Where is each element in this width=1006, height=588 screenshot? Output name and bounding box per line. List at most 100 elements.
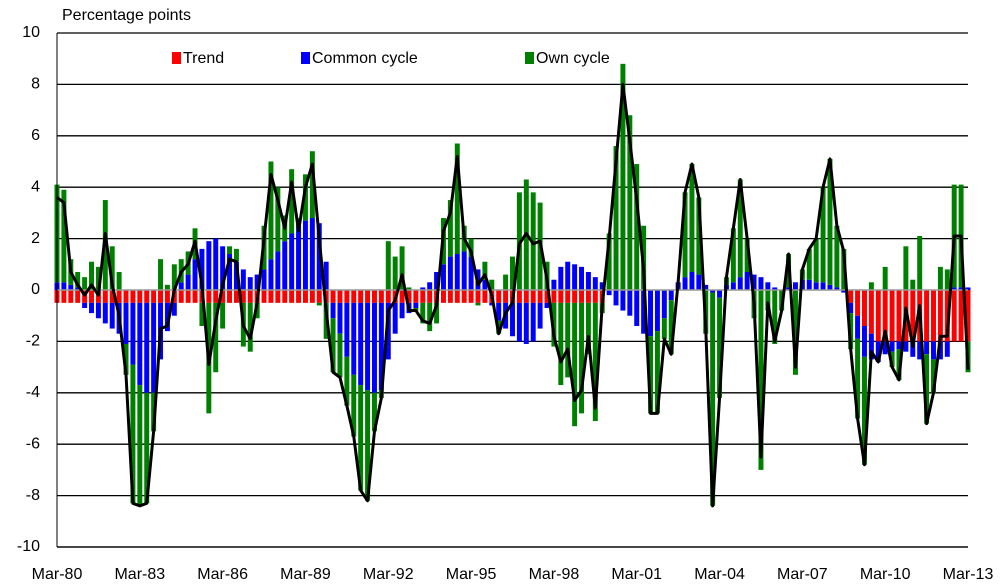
bar xyxy=(937,341,943,360)
bar xyxy=(399,302,405,319)
bar xyxy=(89,302,94,314)
bar xyxy=(385,290,391,303)
bar xyxy=(937,290,943,342)
bar xyxy=(496,302,502,321)
bar xyxy=(199,248,205,290)
bar xyxy=(530,290,536,303)
x-tick-label: Mar-10 xyxy=(860,566,911,583)
bar xyxy=(634,290,640,326)
bar xyxy=(910,279,916,290)
bar xyxy=(282,241,288,290)
bar xyxy=(689,272,695,290)
bar xyxy=(178,282,184,290)
bar xyxy=(579,266,584,290)
bar xyxy=(316,302,322,306)
bar xyxy=(247,290,253,303)
bar xyxy=(123,343,129,375)
bar xyxy=(903,246,909,290)
bar xyxy=(206,290,212,303)
bar xyxy=(171,302,177,316)
bar xyxy=(820,187,826,283)
bar xyxy=(910,341,916,357)
y-tick-label: 6 xyxy=(31,127,40,144)
bar xyxy=(365,390,371,501)
bar xyxy=(882,341,888,355)
bar xyxy=(330,318,336,373)
bar xyxy=(385,302,391,360)
bar xyxy=(530,302,536,342)
bar xyxy=(358,302,364,386)
bar xyxy=(302,220,308,290)
bar xyxy=(503,274,509,290)
bar xyxy=(861,290,867,326)
bar xyxy=(696,274,702,290)
bar xyxy=(365,302,371,391)
bar xyxy=(75,272,81,288)
x-tick-label: Mar-83 xyxy=(114,566,165,583)
bar xyxy=(378,302,384,391)
x-tick-label: Mar-01 xyxy=(611,566,662,583)
bar xyxy=(510,256,515,290)
bar xyxy=(316,223,322,290)
bar xyxy=(489,302,495,306)
bar xyxy=(296,225,302,290)
bar xyxy=(275,251,281,290)
bar xyxy=(765,290,771,311)
bar xyxy=(496,290,502,303)
bar xyxy=(109,302,115,329)
bar xyxy=(813,238,819,283)
legend-label: Common cycle xyxy=(312,50,418,67)
bar xyxy=(89,290,94,303)
bar xyxy=(696,197,702,275)
bar xyxy=(834,287,840,290)
bar xyxy=(95,266,101,290)
bar xyxy=(634,164,640,290)
bar xyxy=(137,290,143,303)
bar xyxy=(592,277,598,290)
bar xyxy=(185,274,191,290)
bar xyxy=(917,236,923,290)
bar xyxy=(227,246,233,255)
bar xyxy=(951,290,957,342)
bar xyxy=(289,169,295,234)
bar xyxy=(703,284,709,290)
bar xyxy=(654,290,660,332)
bar xyxy=(958,290,964,342)
x-tick-label: Mar-86 xyxy=(197,566,248,583)
bar xyxy=(468,290,474,303)
x-tick-label: Mar-98 xyxy=(529,566,580,583)
bar xyxy=(344,302,350,357)
bar xyxy=(827,284,833,290)
bar xyxy=(641,290,647,334)
bar xyxy=(178,290,184,303)
bar xyxy=(572,302,578,427)
bar xyxy=(689,164,695,273)
bar xyxy=(268,161,274,260)
bar xyxy=(434,272,440,290)
bar xyxy=(82,302,88,308)
bar xyxy=(592,290,598,303)
bar xyxy=(102,290,108,303)
bar xyxy=(924,290,930,342)
bar xyxy=(848,290,854,303)
bar xyxy=(240,269,246,290)
bar xyxy=(233,290,239,303)
legend-swatch xyxy=(301,52,310,64)
bar xyxy=(123,302,129,344)
bar xyxy=(917,341,923,360)
bar xyxy=(806,279,812,290)
bar xyxy=(758,277,764,290)
bar xyxy=(468,256,474,290)
bar xyxy=(144,302,150,393)
y-tick-label: 8 xyxy=(31,76,40,93)
bar xyxy=(585,272,591,290)
bar xyxy=(751,274,757,290)
bar xyxy=(420,287,426,290)
bar xyxy=(247,302,253,352)
bar xyxy=(427,282,433,290)
bar xyxy=(717,297,723,398)
bar xyxy=(523,290,529,303)
bar xyxy=(813,282,819,290)
bar xyxy=(461,251,467,290)
bar xyxy=(289,290,295,303)
